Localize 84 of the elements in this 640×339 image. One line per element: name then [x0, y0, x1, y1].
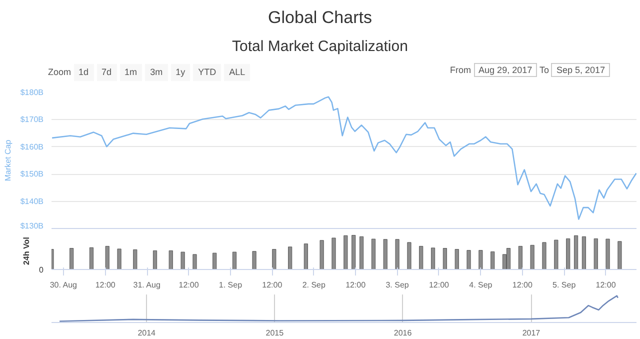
text: Aug 29, 2017 — [474, 63, 538, 77]
x-tick-label: 1. Sep — [218, 280, 243, 290]
bar — [618, 241, 622, 270]
y-axis-title: Market Cap — [3, 139, 12, 182]
x-tick-label: 4. Sep — [469, 280, 493, 290]
x-tick-label: 2. Sep — [302, 280, 326, 290]
bar — [70, 248, 74, 270]
bar — [117, 248, 122, 270]
bar — [89, 247, 94, 270]
text: Sep 5, 2017 — [551, 63, 610, 77]
bar — [395, 239, 400, 270]
bar — [383, 239, 388, 270]
y-tick-label: $130B — [20, 222, 44, 230]
y-tick-label: $140B — [20, 196, 44, 206]
bar — [352, 234, 356, 270]
bar — [232, 252, 237, 270]
text: ALL — [224, 64, 250, 81]
chart-title: Global Charts — [267, 7, 373, 29]
bar — [192, 254, 197, 270]
y-tick-label: $170B — [20, 115, 44, 124]
bar — [168, 250, 173, 270]
text: 1d — [74, 64, 94, 81]
y-tick-label: $180B — [20, 88, 44, 97]
x-tick-label: 12:00 — [95, 280, 116, 290]
bar — [152, 250, 158, 270]
x-tick-label: 2016 — [394, 328, 412, 338]
bar — [518, 246, 522, 270]
text: YTD — [193, 64, 222, 81]
y-axis-title: 24h Vol — [22, 237, 32, 265]
x-tick-label: 31. Aug — [133, 280, 160, 290]
bar — [554, 240, 558, 270]
bar — [530, 244, 534, 270]
bar — [542, 242, 546, 270]
bar — [490, 251, 495, 270]
x-tick-label: 12:00 — [512, 280, 533, 290]
bar — [252, 251, 256, 270]
x-tick-label: 12:00 — [178, 280, 200, 290]
chart-subtitle: Total Market Capitalization — [231, 37, 409, 57]
text: 0 — [39, 266, 44, 274]
text: 1m — [120, 64, 142, 81]
bar — [594, 238, 598, 270]
x-tick-label: 2014 — [138, 328, 156, 338]
x-tick-label: 2017 — [522, 328, 541, 338]
bar — [288, 246, 292, 270]
bar — [419, 246, 424, 270]
bar — [430, 248, 436, 270]
bar — [566, 238, 570, 270]
bar — [105, 246, 110, 270]
bar — [506, 248, 511, 270]
x-tick-label: 12:00 — [428, 280, 450, 290]
y-tick-label: $160B — [20, 142, 44, 152]
text: Zoom — [48, 67, 72, 77]
bar — [582, 236, 586, 270]
y-tick-label: $150B — [20, 170, 44, 179]
x-tick-label: 30. Aug — [50, 280, 78, 290]
bar — [344, 235, 348, 270]
bar — [442, 248, 448, 270]
bar — [320, 240, 324, 270]
x-tick-label: 5. Sep — [552, 280, 576, 290]
x-tick-label: 12:00 — [346, 280, 366, 290]
x-tick-label: 2015 — [266, 328, 284, 338]
x-tick-label: 12:00 — [262, 280, 283, 290]
bar — [360, 236, 364, 270]
text: From — [450, 65, 472, 75]
text: 7d — [96, 64, 117, 81]
bar — [332, 238, 336, 270]
bar — [478, 250, 483, 270]
text: 1y — [170, 64, 190, 81]
bar — [180, 252, 185, 270]
bar — [212, 252, 217, 270]
bar — [466, 250, 471, 270]
bar — [371, 238, 376, 270]
bar — [574, 235, 578, 270]
bar — [454, 249, 459, 270]
line-series — [52, 96, 636, 220]
x-tick-label: 12:00 — [596, 280, 616, 290]
bar — [272, 249, 276, 270]
bar — [606, 238, 610, 270]
bar — [304, 244, 308, 270]
bar — [407, 242, 412, 270]
x-tick-label: 3. Sep — [386, 280, 410, 290]
bar — [133, 249, 138, 270]
text: 3m — [145, 64, 168, 81]
text: To — [539, 65, 549, 75]
